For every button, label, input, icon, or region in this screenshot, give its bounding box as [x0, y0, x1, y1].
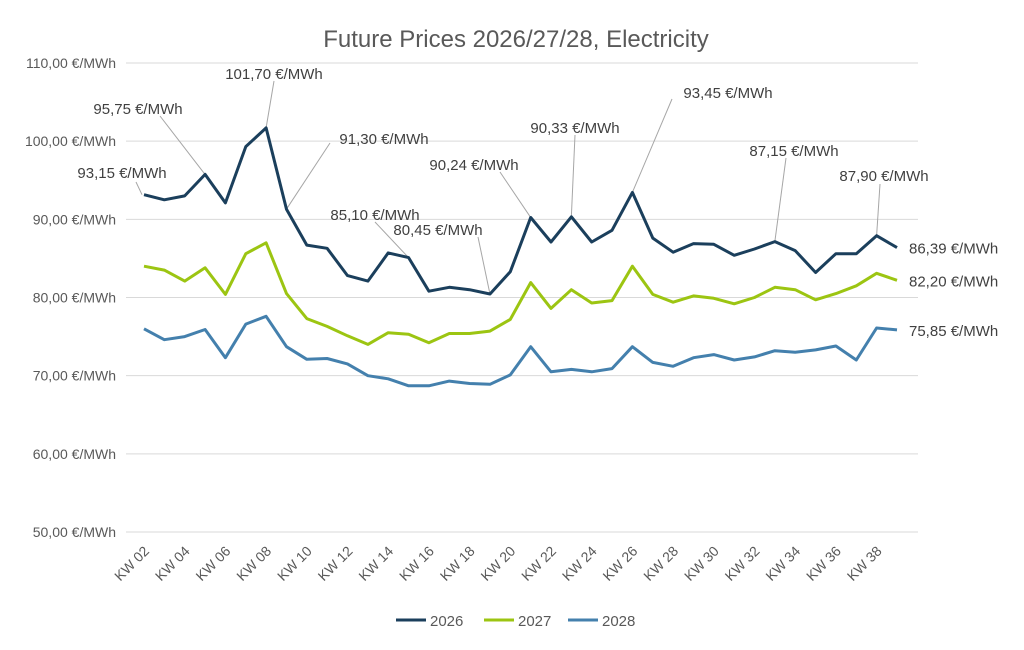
leader-line [136, 182, 142, 195]
y-tick-label: 50,00 €/MWh [33, 524, 116, 540]
x-tick-label: KW 30 [681, 543, 722, 584]
data-label: 87,90 €/MWh [839, 168, 928, 185]
legend-label-2027: 2027 [518, 613, 551, 630]
y-tick-label: 90,00 €/MWh [33, 211, 116, 227]
data-label: 80,45 €/MWh [393, 222, 482, 239]
x-tick-label: KW 24 [559, 543, 600, 584]
legend-label-2026: 2026 [430, 613, 463, 630]
x-tick-label: KW 08 [233, 543, 274, 584]
data-label: 91,30 €/MWh [339, 131, 428, 148]
end-label-2028: 75,85 €/MWh [909, 323, 998, 340]
end-label-2026: 86,39 €/MWh [909, 241, 998, 258]
data-label: 90,24 €/MWh [429, 157, 518, 174]
leader-line [266, 81, 274, 128]
leader-line [478, 237, 490, 294]
leader-line [632, 99, 672, 192]
x-tick-label: KW 22 [518, 543, 559, 584]
data-label: 93,45 €/MWh [683, 85, 772, 102]
data-label: 90,33 €/MWh [530, 120, 619, 137]
leader-line [160, 116, 205, 174]
x-tick-label: KW 20 [477, 543, 518, 584]
x-tick-label: KW 10 [274, 543, 315, 584]
x-tick-label: KW 26 [599, 543, 640, 584]
x-tick-label: KW 14 [355, 543, 396, 584]
x-tick-label: KW 34 [762, 543, 803, 584]
x-tick-label: KW 12 [315, 543, 356, 584]
y-tick-label: 110,00 €/MWh [26, 55, 116, 71]
leader-line [775, 158, 786, 242]
x-tick-label: KW 36 [803, 543, 844, 584]
leader-line [877, 184, 880, 236]
y-tick-label: 60,00 €/MWh [33, 446, 116, 462]
x-tick-label: KW 06 [192, 543, 233, 584]
leader-line [500, 172, 531, 217]
x-tick-label: KW 18 [437, 543, 478, 584]
y-tick-label: 100,00 €/MWh [25, 133, 116, 149]
chart-title: Future Prices 2026/27/28, Electricity [323, 26, 709, 53]
end-label-2027: 82,20 €/MWh [909, 273, 998, 290]
leader-line [571, 135, 575, 217]
x-tick-label: KW 16 [396, 543, 437, 584]
leader-line [286, 143, 330, 209]
data-label: 87,15 €/MWh [749, 143, 838, 160]
x-tick-label: KW 28 [640, 543, 681, 584]
series-line-2027 [144, 243, 897, 345]
x-tick-label: KW 38 [844, 543, 885, 584]
x-tick-label: KW 02 [111, 543, 152, 584]
y-tick-label: 70,00 €/MWh [33, 368, 116, 384]
x-tick-label: KW 32 [722, 543, 763, 584]
legend-label-2028: 2028 [602, 613, 635, 630]
x-tick-label: KW 04 [152, 543, 193, 584]
y-tick-label: 80,00 €/MWh [33, 290, 116, 306]
data-label: 101,70 €/MWh [225, 66, 323, 83]
data-label: 95,75 €/MWh [93, 101, 182, 118]
data-label: 93,15 €/MWh [77, 165, 166, 182]
